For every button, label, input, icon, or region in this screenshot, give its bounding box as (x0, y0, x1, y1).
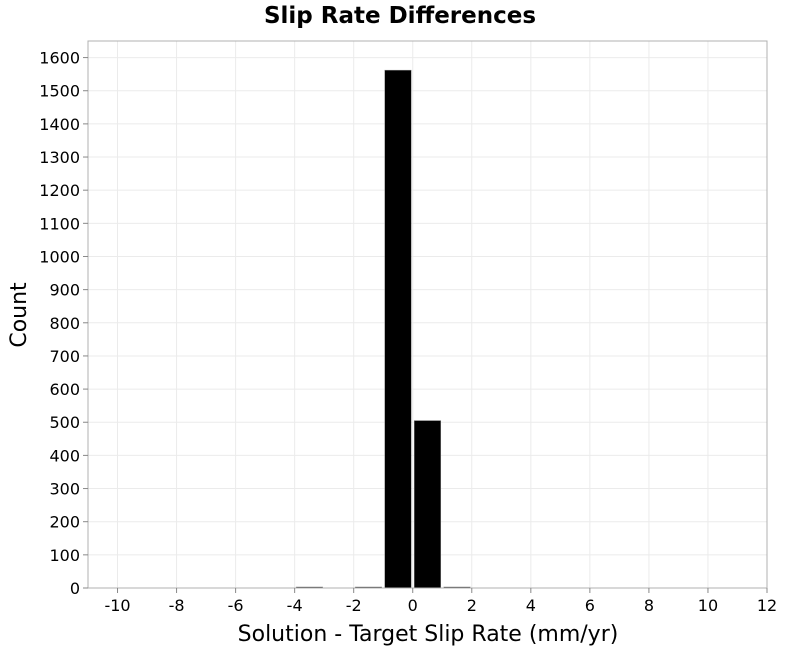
x-tick-label: -2 (346, 596, 362, 615)
x-tick-label: 4 (526, 596, 536, 615)
y-tick-label: 1600 (39, 49, 80, 68)
y-tick-label: 1000 (39, 247, 80, 266)
y-tick-label: 0 (70, 579, 80, 598)
x-tick-label: -4 (287, 596, 303, 615)
y-tick-label: 1500 (39, 82, 80, 101)
y-tick-label: 1400 (39, 115, 80, 134)
x-axis-label: Solution - Target Slip Rate (mm/yr) (238, 622, 619, 647)
plot-frame (87, 40, 768, 589)
y-tick-label: 600 (49, 380, 80, 399)
y-axis-label: Count (7, 282, 32, 348)
y-tick-label: 500 (49, 413, 80, 432)
y-tick-label: 700 (49, 347, 80, 366)
x-tick-label: 12 (757, 596, 777, 615)
x-axis: -10 -8 -6 -4 -2 0 2 4 6 8 10 12 (104, 588, 777, 615)
y-tick-label: 800 (49, 314, 80, 333)
x-tick-label: 10 (698, 596, 718, 615)
y-tick-label: 200 (49, 513, 80, 532)
chart-title: Slip Rate Differences (264, 3, 536, 29)
x-tick-label: 0 (408, 596, 418, 615)
y-tick-label: 400 (49, 446, 80, 465)
x-tick-label: -10 (104, 596, 130, 615)
histogram-bar (384, 69, 412, 589)
y-tick-label: 1100 (39, 214, 80, 233)
x-tick-label: 6 (585, 596, 595, 615)
y-tick-label: 900 (49, 281, 80, 300)
histogram-bar (413, 420, 442, 589)
x-tick-label: 2 (467, 596, 477, 615)
histogram-bars (295, 69, 471, 589)
x-tick-label: -6 (228, 596, 244, 615)
y-axis: 0 100 200 300 400 500 600 700 800 900 1000 1100 1200… (39, 49, 88, 598)
x-tick-label: 8 (644, 596, 654, 615)
y-tick-label: 300 (49, 480, 80, 499)
y-tick-label: 100 (49, 546, 80, 565)
y-tick-label: 1200 (39, 181, 80, 200)
x-tick-label: -8 (169, 596, 185, 615)
y-tick-label: 1300 (39, 148, 80, 167)
